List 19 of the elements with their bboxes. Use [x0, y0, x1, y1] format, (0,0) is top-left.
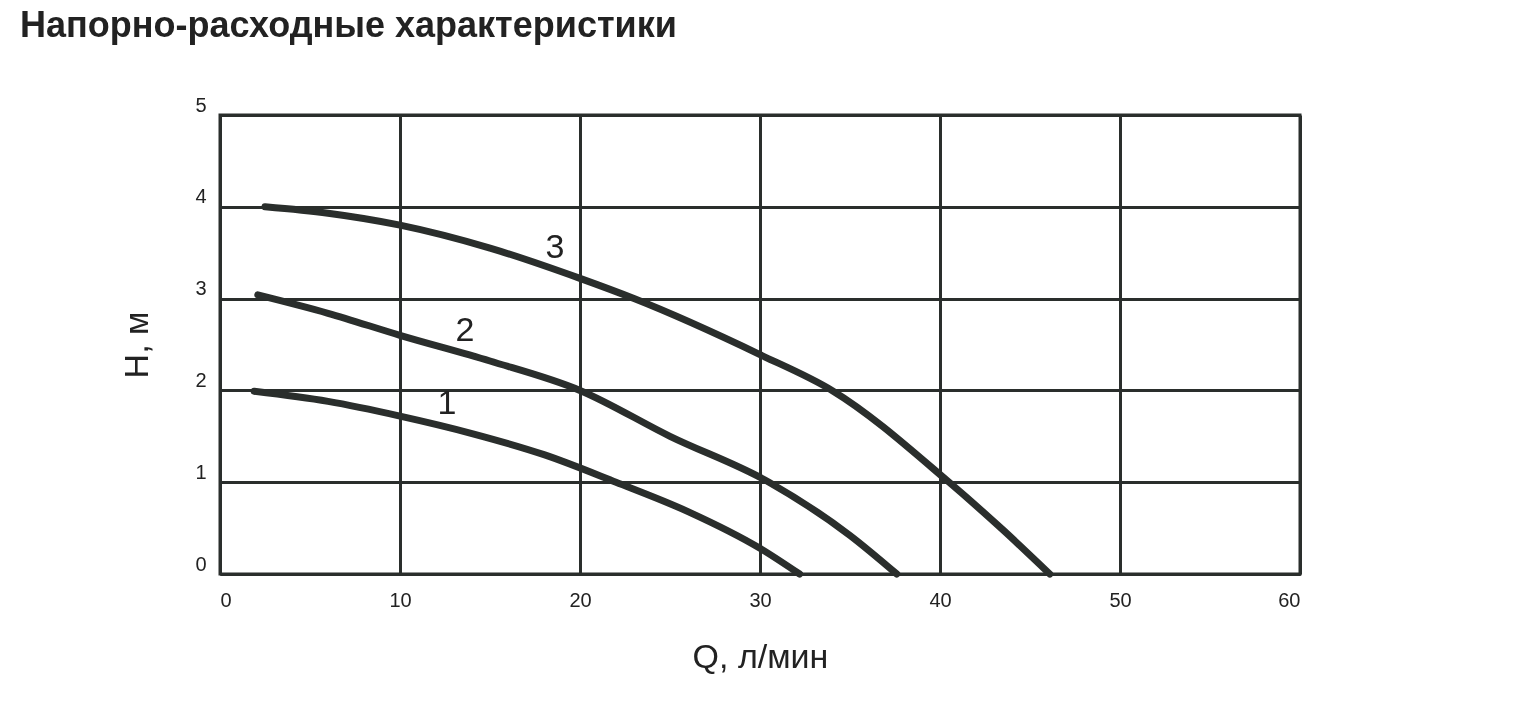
x-tick-label: 0 [220, 588, 232, 611]
x-tick-label: 50 [1109, 588, 1132, 611]
y-tick-label: 1 [195, 460, 207, 483]
x-tick-label: 30 [749, 588, 772, 611]
series-label: 3 [545, 227, 565, 266]
x-tick-label: 60 [1278, 588, 1301, 611]
y-tick-label: 0 [195, 552, 207, 575]
y-tick-label: 2 [195, 368, 207, 391]
y-tick-label: 3 [195, 277, 207, 300]
y-axis-title: H, м [117, 311, 156, 379]
x-tick-label: 10 [389, 588, 412, 611]
y-tick-label: 5 [195, 93, 207, 116]
x-tick-label: 40 [929, 588, 952, 611]
chart-title: Напорно-расходные характеристики [20, 4, 677, 45]
y-tick-label: 4 [195, 185, 207, 208]
x-axis-title: Q, л/мин [692, 636, 829, 675]
series-label: 1 [437, 382, 457, 421]
series-label: 2 [455, 310, 475, 349]
x-tick-label: 20 [569, 588, 592, 611]
